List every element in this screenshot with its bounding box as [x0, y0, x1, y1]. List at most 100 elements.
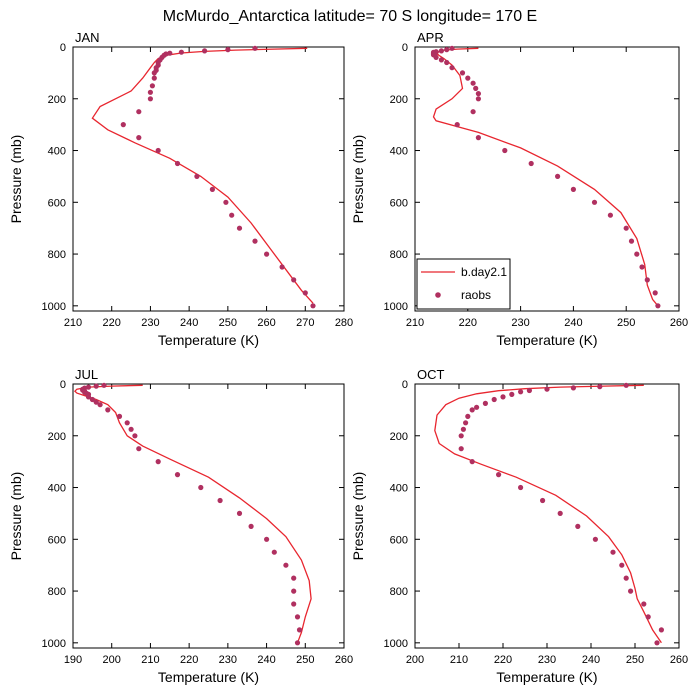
raobs-point-oct-18	[496, 472, 502, 478]
raobs-point-jan-0	[252, 45, 258, 51]
raobs-point-jul-14	[105, 407, 111, 413]
x-tick-label-jan-6: 270	[296, 317, 314, 329]
raobs-point-oct-14	[460, 426, 466, 432]
raobs-point-oct-0	[623, 382, 629, 388]
raobs-point-jan-18	[136, 109, 142, 115]
raobs-point-oct-29	[645, 614, 651, 620]
y-tick-label-jan-5: 1000	[42, 301, 66, 313]
raobs-point-apr-21	[475, 135, 481, 141]
raobs-point-jan-23	[194, 173, 200, 179]
raobs-point-oct-22	[575, 523, 581, 530]
raobs-point-jul-34	[294, 640, 301, 646]
raobs-point-apr-2	[438, 48, 444, 54]
x-tick-label-jan-3: 240	[180, 317, 198, 329]
raobs-point-jul-20	[155, 459, 161, 465]
raobs-point-oct-27	[628, 588, 634, 594]
raobs-point-jul-32	[294, 614, 301, 620]
raobs-point-jul-33	[296, 627, 303, 633]
legend: b.day2.1 raobs	[416, 258, 511, 310]
x-tick-label-oct-0: 200	[406, 654, 424, 666]
y-tick-label-oct-3: 600	[390, 534, 408, 546]
raobs-point-jan-16	[147, 89, 153, 95]
raobs-point-jul-12	[93, 399, 99, 405]
raobs-point-jan-15	[149, 83, 155, 89]
x-tick-label-oct-5: 250	[626, 654, 644, 666]
raobs-point-oct-7	[500, 394, 506, 400]
raobs-point-oct-13	[463, 420, 469, 426]
legend-box	[416, 258, 511, 310]
x-tick-label-jan-1: 220	[103, 317, 121, 329]
raobs-point-jul-17	[128, 426, 134, 432]
raobs-point-apr-24	[555, 173, 561, 179]
raobs-point-jul-21	[174, 472, 181, 478]
raobs-point-apr-34	[655, 303, 661, 309]
y-tick-label-jul-3: 600	[48, 534, 66, 546]
raobs-point-jan-33	[310, 303, 316, 309]
x-tick-label-jul-2: 210	[141, 654, 159, 666]
raobs-point-jul-13	[97, 402, 103, 408]
x-tick-label-oct-1: 210	[450, 654, 468, 666]
panel-jan: JAN 210 220 230 240 250 260 270 280 0 200 400 600 800…	[8, 30, 353, 348]
raobs-point-jul-16	[124, 420, 130, 426]
y-axis-label-apr: Pressure (mb)	[350, 135, 366, 224]
raobs-point-jul-24	[236, 510, 243, 516]
y-axis-label-jan: Pressure (mb)	[8, 135, 24, 224]
raobs-point-oct-19	[518, 484, 524, 491]
raobs-point-jul-25	[248, 523, 254, 530]
y-tick-label-jul-2: 400	[48, 483, 66, 495]
raobs-point-apr-26	[591, 199, 598, 205]
x-tick-label-jul-4: 230	[219, 654, 237, 666]
x-tick-label-apr-3: 240	[564, 317, 582, 329]
raobs-point-oct-21	[557, 510, 563, 516]
raobs-point-apr-28	[623, 225, 629, 231]
raobs-point-jul-26	[264, 536, 270, 542]
raobs-point-jan-29	[264, 251, 270, 257]
raobs-point-apr-29	[628, 238, 635, 244]
raobs-point-apr-14	[465, 75, 471, 81]
x-tick-label-jan-5: 260	[257, 317, 275, 329]
raobs-point-apr-0	[449, 45, 455, 51]
x-tick-label-jul-5: 240	[257, 654, 275, 666]
raobs-point-jan-25	[223, 199, 229, 205]
raobs-point-apr-12	[449, 65, 455, 71]
x-axis-label-apr: Temperature (K)	[496, 332, 597, 348]
figure-title: McMurdo_Antarctica latitude= 70 S longit…	[163, 8, 537, 25]
raobs-point-jul-15	[116, 413, 123, 419]
x-tick-label-jan-2: 230	[141, 317, 159, 329]
y-tick-label-apr-2: 400	[390, 146, 408, 158]
x-tick-label-oct-4: 240	[582, 654, 600, 666]
x-tick-label-oct-2: 220	[494, 654, 512, 666]
raobs-point-oct-11	[469, 407, 475, 413]
panel-title-jul: JUL	[75, 367, 98, 382]
raobs-point-jan-28	[252, 238, 258, 244]
raobs-point-jan-3	[178, 49, 184, 55]
panel-title-apr: APR	[417, 30, 444, 45]
raobs-point-jul-29	[291, 575, 297, 581]
raobs-point-apr-13	[459, 70, 466, 76]
raobs-point-oct-24	[610, 549, 616, 555]
y-tick-label-jul-5: 1000	[42, 638, 66, 650]
x-tick-label-apr-5: 260	[670, 317, 688, 329]
y-tick-label-oct-4: 800	[390, 586, 408, 598]
raobs-point-apr-15	[470, 80, 476, 86]
raobs-point-oct-25	[619, 562, 625, 568]
y-tick-label-jan-4: 800	[48, 249, 66, 261]
raobs-point-oct-6	[509, 391, 515, 397]
raobs-point-apr-19	[470, 109, 476, 115]
raobs-point-jul-10	[85, 394, 92, 400]
x-tick-label-jul-0: 190	[64, 654, 82, 666]
raobs-point-apr-17	[475, 91, 481, 97]
y-tick-label-oct-5: 1000	[384, 638, 408, 650]
x-tick-label-apr-0: 210	[406, 317, 424, 329]
y-tick-label-jan-1: 200	[48, 94, 66, 106]
raobs-point-oct-2	[570, 385, 577, 391]
x-tick-label-jan-4: 250	[219, 317, 237, 329]
raobs-point-apr-20	[454, 122, 460, 128]
raobs-point-jul-11	[89, 396, 95, 403]
panel-oct: OCT 200 210 220 230 240 250 260 0 200 400 600 800 100…	[350, 367, 688, 685]
panels: JAN 210 220 230 240 250 260 270 280 0 200 400 600 800…	[8, 30, 688, 685]
raobs-point-apr-27	[607, 212, 614, 218]
y-tick-label-jul-4: 800	[48, 586, 66, 598]
raobs-point-jan-20	[136, 135, 142, 141]
x-tick-label-apr-4: 250	[617, 317, 635, 329]
